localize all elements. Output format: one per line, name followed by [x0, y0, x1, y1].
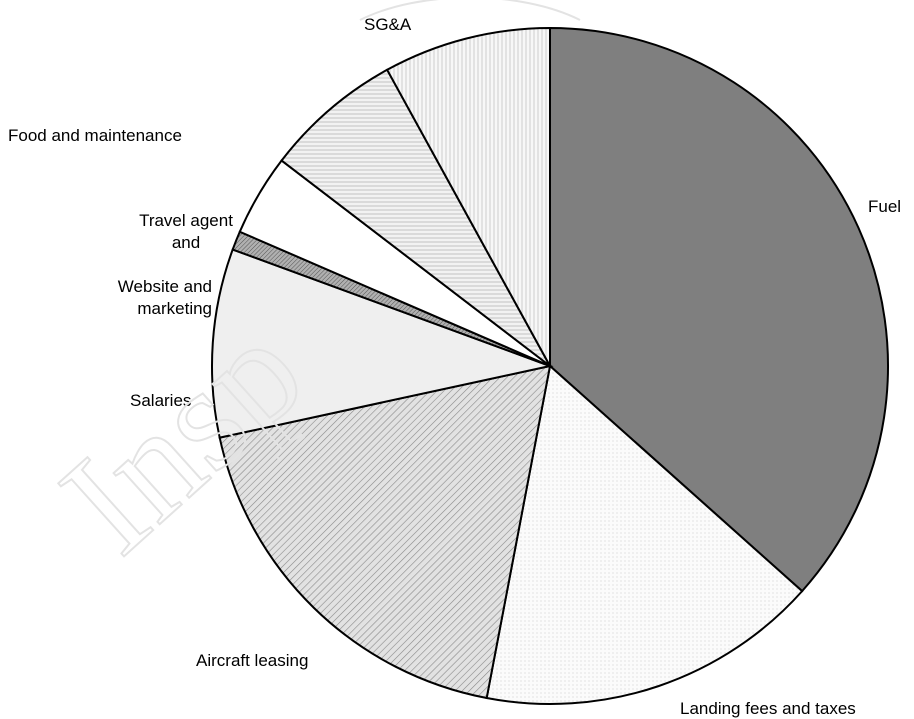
pie-slice-sg-a: [385, 26, 551, 367]
slice-label-food-and-maintenance: Food and maintenance: [8, 126, 182, 145]
slice-label-travel-agent-and: Travel agent and: [139, 211, 233, 252]
slice-label-fuel: Fuel: [868, 197, 901, 216]
pie-slice-food-and-maintenance: [280, 68, 551, 367]
pie-slice-fuel: [549, 26, 889, 593]
slice-label-website-and-marketing: Website and marketing: [118, 277, 212, 318]
slice-label-salaries: Salaries: [130, 391, 191, 410]
pie-slice-salaries: [211, 248, 554, 439]
slice-label-aircraft-leasing: Aircraft leasing: [196, 651, 308, 670]
slice-label-landing-fees-and-taxes: Landing fees and taxes: [680, 699, 856, 718]
pie-slice-aircraft-leasing: [218, 364, 552, 700]
pie-slice-landing-fees-and-taxes: [485, 364, 804, 705]
slice-label-sg-a: SG&A: [364, 15, 412, 34]
